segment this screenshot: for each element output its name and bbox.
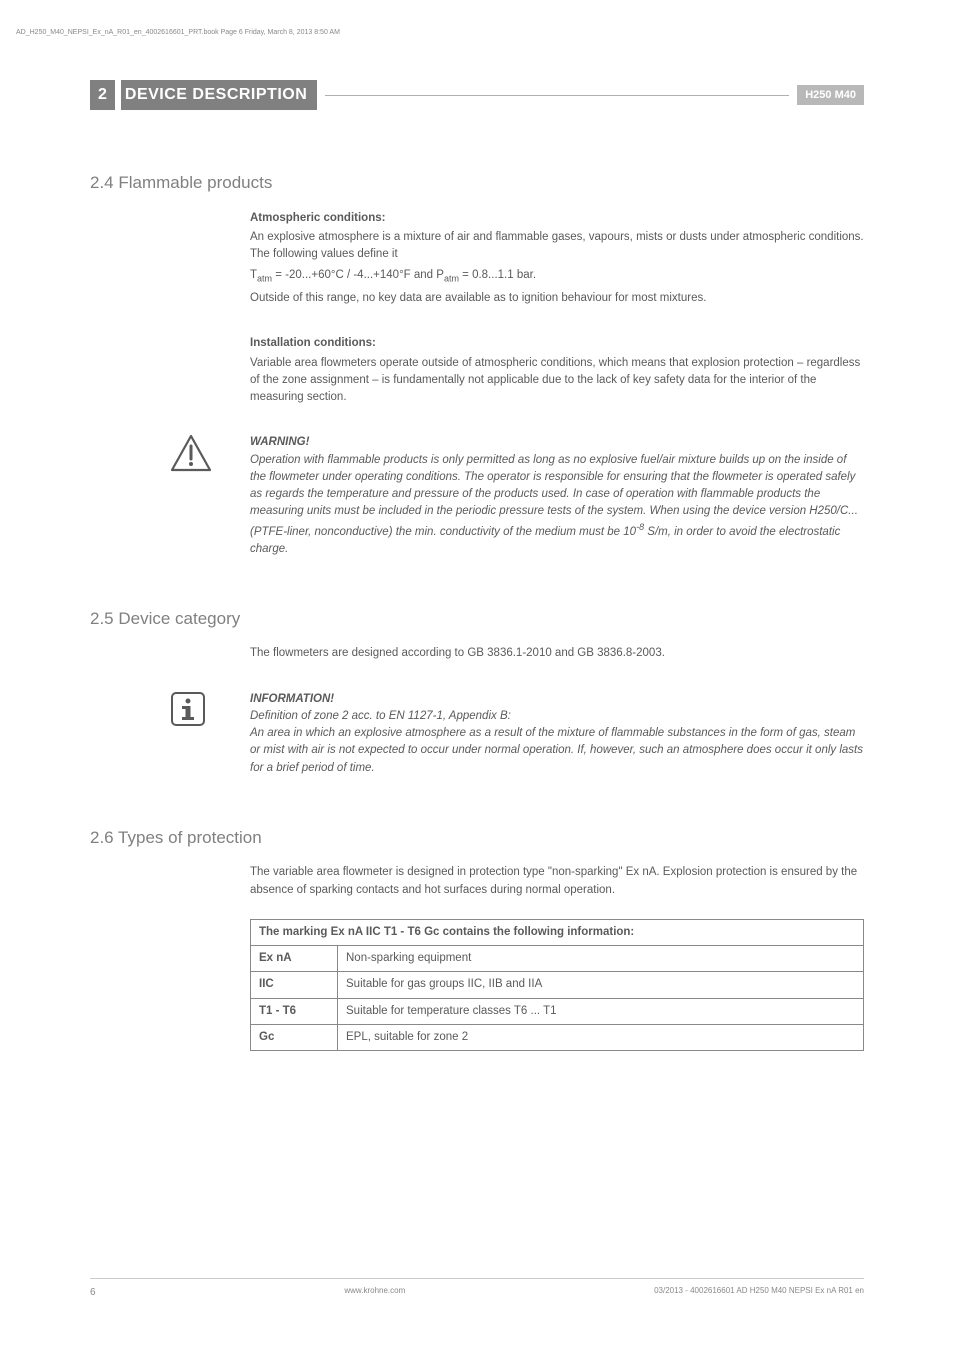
atmospheric-p2: Outside of this range, no key data are a… <box>250 290 864 307</box>
formula-sub1: atm <box>257 274 272 284</box>
marking-table-header: The marking Ex nA IIC T1 - T6 Gc contain… <box>251 919 864 945</box>
info-text: INFORMATION! Definition of zone 2 acc. t… <box>250 691 864 777</box>
formula-sub2: atm <box>444 274 459 284</box>
table-cell-label: Ex nA <box>251 946 338 972</box>
section-2-4: 2.4 Flammable products Atmospheric condi… <box>90 170 864 558</box>
formula-pre: T <box>250 269 257 281</box>
s26-content: The variable area flowmeter is designed … <box>250 864 864 1051</box>
page-footer: 6 www.krohne.com 03/2013 - 4002616601 AD… <box>90 1278 864 1300</box>
installation-p1: Variable area flowmeters operate outside… <box>250 355 864 407</box>
table-cell-label: Gc <box>251 1024 338 1050</box>
subsection-title-2-6: 2.6 Types of protection <box>90 825 864 851</box>
header-line <box>325 95 789 96</box>
installation-heading: Installation conditions: <box>250 335 864 352</box>
section-2-6: 2.6 Types of protection The variable are… <box>90 825 864 1051</box>
s25-p1-block: The flowmeters are designed according to… <box>250 645 864 662</box>
atmospheric-p1: An explosive atmosphere is a mixture of … <box>250 229 864 264</box>
atmospheric-heading: Atmospheric conditions: <box>250 210 864 227</box>
installation-block: Installation conditions: Variable area f… <box>250 335 864 406</box>
table-cell-desc: Suitable for temperature classes T6 ... … <box>338 998 864 1024</box>
info-p1: Definition of zone 2 acc. to EN 1127-1, … <box>250 708 864 725</box>
s26-p1: The variable area flowmeter is designed … <box>250 864 864 899</box>
table-row: Ex nA Non-sparking equipment <box>251 946 864 972</box>
info-row: INFORMATION! Definition of zone 2 acc. t… <box>90 691 864 777</box>
atmospheric-formula: Tatm = -20...+60°C / -4...+140°F and Pat… <box>250 267 864 286</box>
atmospheric-block: Atmospheric conditions: An explosive atm… <box>250 210 864 308</box>
page-number: 6 <box>90 1285 96 1300</box>
table-cell-desc: EPL, suitable for zone 2 <box>338 1024 864 1050</box>
footer-docref: 03/2013 - 4002616601 AD H250 M40 NEPSI E… <box>654 1285 864 1300</box>
section-title: DEVICE DESCRIPTION <box>121 80 317 110</box>
warning-body: Operation with flammable products is onl… <box>250 452 864 558</box>
info-label: INFORMATION! <box>250 691 864 708</box>
subsection-title-2-4: 2.4 Flammable products <box>90 170 864 196</box>
table-row: IIC Suitable for gas groups IIC, IIB and… <box>251 972 864 998</box>
warning-row: WARNING! Operation with flammable produc… <box>90 434 864 558</box>
info-icon <box>170 691 206 727</box>
warning-icon <box>170 434 212 472</box>
crop-mark-text: AD_H250_M40_NEPSI_Ex_nA_R01_en_400261660… <box>16 28 340 39</box>
table-cell-label: T1 - T6 <box>251 998 338 1024</box>
warning-text: WARNING! Operation with flammable produc… <box>250 434 864 558</box>
doc-code: H250 M40 <box>797 85 864 106</box>
table-row: Gc EPL, suitable for zone 2 <box>251 1024 864 1050</box>
marking-table: The marking Ex nA IIC T1 - T6 Gc contain… <box>250 919 864 1051</box>
s25-p1: The flowmeters are designed according to… <box>250 645 864 662</box>
table-cell-desc: Non-sparking equipment <box>338 946 864 972</box>
table-cell-label: IIC <box>251 972 338 998</box>
warning-sup: -8 <box>636 522 644 532</box>
warning-label: WARNING! <box>250 434 864 451</box>
subsection-title-2-5: 2.5 Device category <box>90 606 864 632</box>
section-2-5: 2.5 Device category The flowmeters are d… <box>90 606 864 777</box>
footer-site: www.krohne.com <box>344 1285 405 1300</box>
table-cell-desc: Suitable for gas groups IIC, IIB and IIA <box>338 972 864 998</box>
section-number: 2 <box>90 80 115 110</box>
table-row: T1 - T6 Suitable for temperature classes… <box>251 998 864 1024</box>
header-bar: 2 DEVICE DESCRIPTION H250 M40 <box>90 80 864 110</box>
formula-mid: = -20...+60°C / -4...+140°F and P <box>272 269 444 281</box>
info-p2: An area in which an explosive atmosphere… <box>250 725 864 777</box>
formula-end: = 0.8...1.1 bar. <box>459 269 536 281</box>
